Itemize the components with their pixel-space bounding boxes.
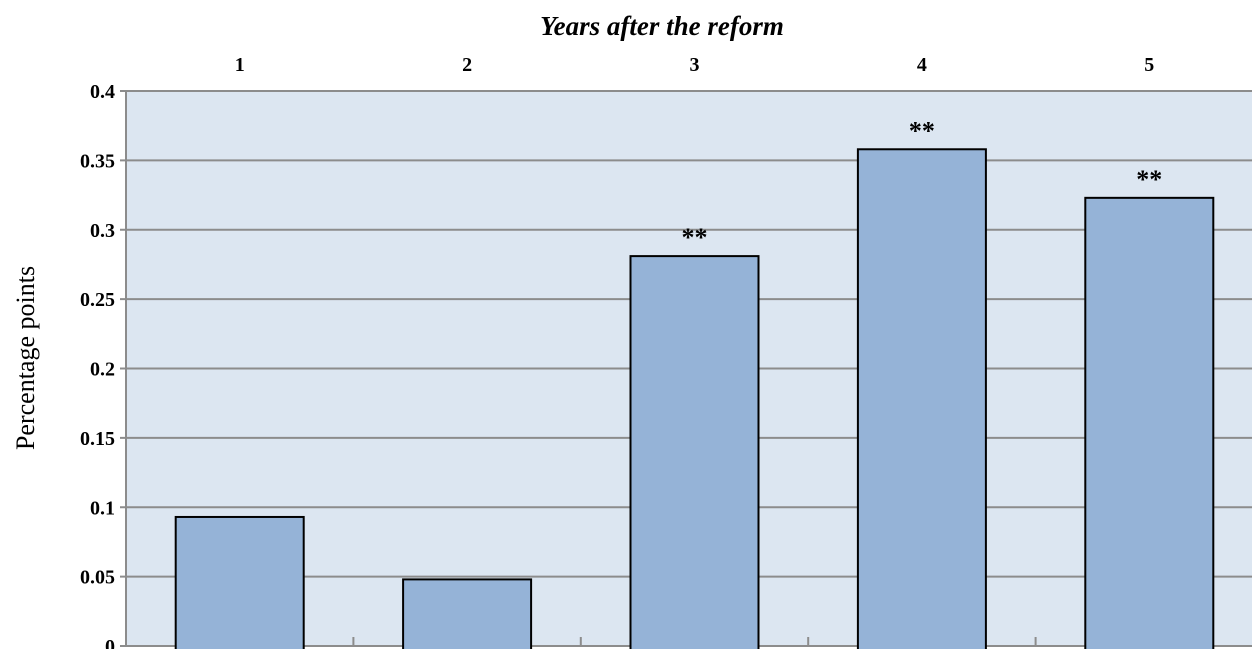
y-tick-label: 0.2	[90, 359, 115, 381]
bar-2	[402, 578, 533, 649]
y-tick-label: 0.4	[90, 81, 115, 103]
bar-1	[174, 515, 305, 649]
x-tick-label: 2	[462, 54, 472, 76]
y-tick-label: 0.1	[90, 497, 115, 519]
significance-annotation: **	[909, 116, 935, 145]
x-tick-label: 4	[917, 54, 927, 76]
x-tick-label: 5	[1144, 54, 1154, 76]
x-tick-label: 1	[235, 54, 245, 76]
bar-3	[629, 255, 760, 649]
bar-5	[1084, 196, 1215, 649]
bars: ** ** **	[174, 116, 1215, 649]
y-tick-label: 0.25	[80, 289, 115, 311]
x-tick-label: 3	[690, 54, 700, 76]
y-tick-label: 0.15	[80, 428, 115, 450]
significance-annotation: **	[1136, 165, 1162, 194]
axes: 0 0.05 0.1 0.15 0.2 0.25 0.3 0.35 0.4 1 2 3 4 5	[80, 54, 1154, 649]
y-axis-title: Percentage points	[11, 266, 40, 450]
significance-annotation: **	[682, 223, 708, 252]
y-tick-label: 0.05	[80, 567, 115, 589]
bar-4	[856, 148, 987, 649]
y-tick-label: 0.3	[90, 220, 115, 242]
y-tick-label: 0.35	[80, 150, 115, 172]
x-axis-title: Years after the reform	[540, 11, 784, 41]
y-tick-label: 0	[105, 636, 115, 649]
